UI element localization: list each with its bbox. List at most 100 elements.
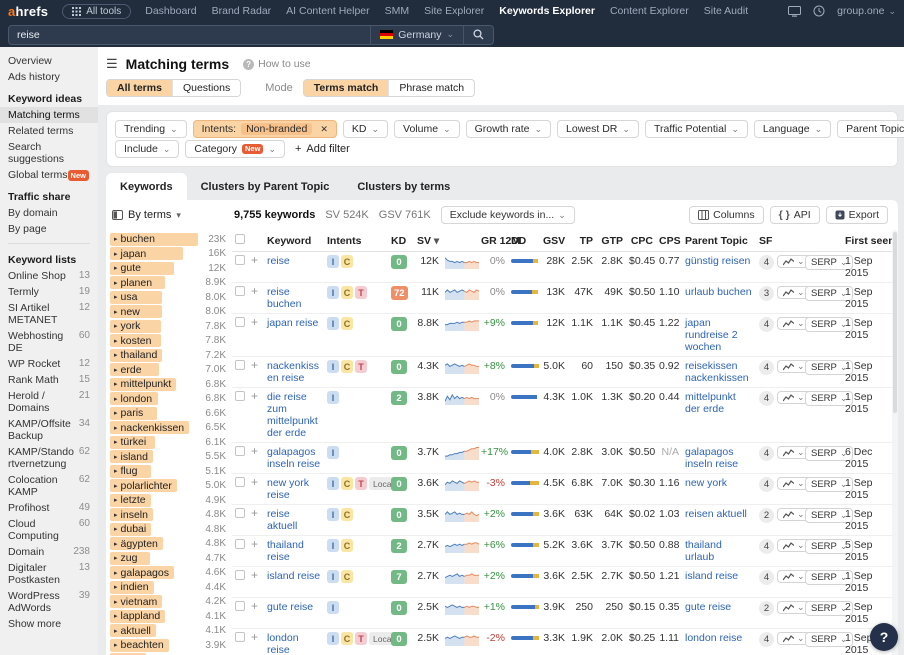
expand-row-icon[interactable]: + <box>251 475 258 489</box>
filter-chip-trending[interactable]: Trending⌄ <box>115 120 187 138</box>
expand-row-icon[interactable]: + <box>251 389 258 403</box>
sidebar-item-overview[interactable]: Overview <box>0 53 98 69</box>
row-checkbox[interactable] <box>235 601 245 611</box>
facet-term-row[interactable]: ▸dubai4.8K <box>110 522 228 537</box>
sidebar-item-webhosting-de[interactable]: Webhosting DE60 <box>0 328 98 356</box>
facet-term-row[interactable]: ▸mittelpunkt6.8K <box>110 377 228 392</box>
col-gtp[interactable]: GTP <box>596 230 626 252</box>
row-checkbox[interactable] <box>235 477 245 487</box>
sidebar-item-termly[interactable]: Termly19 <box>0 284 98 300</box>
exclude-keywords-dropdown[interactable]: Exclude keywords in... ⌄ <box>441 206 575 224</box>
sidebar-item-profihost[interactable]: Profihost49 <box>0 500 98 516</box>
nav-item-site-audit[interactable]: Site Audit <box>704 5 748 17</box>
expand-row-icon[interactable]: + <box>251 444 258 458</box>
nav-item-site-explorer[interactable]: Site Explorer <box>424 5 484 17</box>
row-checkbox[interactable] <box>235 539 245 549</box>
ahrefs-logo[interactable]: ahrefs <box>8 4 48 19</box>
parent-topic-link[interactable]: galapagos inseln reise <box>685 446 738 470</box>
hamburger-menu-icon[interactable]: ☰ <box>106 56 118 72</box>
parent-topic-link[interactable]: reisekissen nackenkissen <box>685 360 749 384</box>
nav-item-dashboard[interactable]: Dashboard <box>145 5 196 17</box>
col-sf[interactable]: SF <box>756 230 774 252</box>
sidebar-item-si-artikel-metanet[interactable]: SI Artikel METANET12 <box>0 300 98 328</box>
mode-tab-terms-match[interactable]: Terms match <box>304 80 390 96</box>
nav-item-keywords-explorer[interactable]: Keywords Explorer <box>499 5 595 17</box>
keyword-link[interactable]: galapagos inseln reise <box>267 446 320 470</box>
result-tab-keywords[interactable]: Keywords <box>106 173 187 200</box>
col-kd[interactable]: KD <box>388 230 414 252</box>
parent-topic-link[interactable]: london reise <box>685 632 742 644</box>
sidebar-item-rank-math[interactable]: Rank Math15 <box>0 372 98 388</box>
expand-row-icon[interactable]: + <box>251 537 258 551</box>
help-fab-button[interactable]: ? <box>870 623 898 651</box>
sidebar-item-online-shop[interactable]: Online Shop13 <box>0 268 98 284</box>
keyword-link[interactable]: die reise zum mittelpunkt der erde <box>267 391 318 439</box>
facet-term-row[interactable]: ▸inseln4.8K <box>110 508 228 523</box>
nav-item-ai-content-helper[interactable]: AI Content Helper <box>286 5 369 17</box>
facet-term-row[interactable]: ▸buchen23K <box>110 232 228 247</box>
facet-term-row[interactable]: ▸planen8.9K <box>110 276 228 291</box>
parent-topic-link[interactable]: gute reise <box>685 601 731 613</box>
expand-row-icon[interactable]: + <box>251 630 258 644</box>
facet-term-row[interactable]: ▸gute12K <box>110 261 228 276</box>
facet-term-row[interactable]: ▸flug5.1K <box>110 464 228 479</box>
close-icon[interactable]: ✕ <box>317 124 328 135</box>
mode-tab-phrase-match[interactable]: Phrase match <box>389 80 474 96</box>
sidebar-item-ads-history[interactable]: Ads history <box>0 69 98 85</box>
facet-term-row[interactable]: ▸island5.5K <box>110 450 228 465</box>
sidebar-item-domain[interactable]: Domain238 <box>0 544 98 560</box>
keyword-link[interactable]: new york reise <box>267 477 309 501</box>
nav-item-smm[interactable]: SMM <box>385 5 410 17</box>
nav-item-content-explorer[interactable]: Content Explorer <box>610 5 689 17</box>
row-checkbox[interactable] <box>235 317 245 327</box>
facet-term-row[interactable]: ▸zug4.7K <box>110 551 228 566</box>
nav-item-brand-radar[interactable]: Brand Radar <box>212 5 272 17</box>
usage-clock-icon[interactable] <box>813 5 825 17</box>
keyword-link[interactable]: reise buchen <box>267 286 301 310</box>
filter-chip-parent-topic[interactable]: Parent Topic⌄ <box>837 120 904 138</box>
col-sv[interactable]: SV ▾ <box>414 230 442 252</box>
facet-term-row[interactable]: ▸paris6.6K <box>110 406 228 421</box>
filter-chip-lowest-dr[interactable]: Lowest DR⌄ <box>557 120 639 138</box>
facet-term-row[interactable]: ▸indien4.4K <box>110 580 228 595</box>
api-button[interactable]: { } API <box>770 206 820 224</box>
facet-term-row[interactable]: ▸york7.8K <box>110 319 228 334</box>
tab-questions[interactable]: Questions <box>173 80 240 96</box>
facet-term-row[interactable]: ▸ägypten4.8K <box>110 537 228 552</box>
col-gr-12m[interactable]: GR 12M <box>478 230 508 252</box>
vertical-scrollbar[interactable] <box>892 230 898 655</box>
keyword-link[interactable]: reise aktuell <box>267 508 297 532</box>
col-parent-topic[interactable]: Parent Topic <box>682 230 756 252</box>
facet-term-row[interactable]: ▸london6.8K <box>110 392 228 407</box>
facet-term-row[interactable]: ▸lappland4.1K <box>110 609 228 624</box>
facet-term-row[interactable]: ▸galapagos4.6K <box>110 566 228 581</box>
facet-term-row[interactable]: ▸aktuell4.1K <box>110 624 228 639</box>
account-menu[interactable]: group.one ⌄ <box>837 5 896 17</box>
facet-term-row[interactable]: ▸thailand7.2K <box>110 348 228 363</box>
sidebar-item-cloud-computing[interactable]: Cloud Computing60 <box>0 516 98 544</box>
col-intents[interactable]: Intents <box>324 230 388 252</box>
sidebar-item-by-domain[interactable]: By domain <box>0 205 98 221</box>
keyword-link[interactable]: gute reise <box>267 601 313 613</box>
expand-row-icon[interactable]: + <box>251 358 258 372</box>
facet-term-row[interactable]: ▸japan16K <box>110 247 228 262</box>
keyword-link[interactable]: japan reise <box>267 317 318 329</box>
sidebar-item-search-suggestions[interactable]: Search suggestions <box>0 139 98 167</box>
expand-row-icon[interactable]: + <box>251 315 258 329</box>
parent-topic-link[interactable]: island reise <box>685 570 738 582</box>
parent-topic-link[interactable]: günstig reisen <box>685 255 750 267</box>
row-checkbox[interactable] <box>235 570 245 580</box>
sidebar-item-show-more[interactable]: Show more <box>0 616 98 632</box>
parent-topic-link[interactable]: thailand urlaub <box>685 539 722 563</box>
how-to-use-link[interactable]: ? How to use <box>243 58 311 70</box>
filter-chip-include[interactable]: Include⌄ <box>115 140 179 158</box>
group-by-terms-dropdown[interactable]: By terms ▾ <box>112 209 234 221</box>
expand-row-icon[interactable]: + <box>251 506 258 520</box>
result-tab-clusters-by-terms[interactable]: Clusters by terms <box>343 173 464 200</box>
sidebar-item-colocation-kamp[interactable]: Colocation KAMP62 <box>0 472 98 500</box>
col-cpc[interactable]: CPC <box>626 230 656 252</box>
sidebar-item-by-page[interactable]: By page <box>0 221 98 237</box>
facet-term-row[interactable]: ▸kosten7.8K <box>110 334 228 349</box>
col-keyword[interactable]: Keyword <box>264 230 324 252</box>
facet-term-row[interactable]: ▸usa8.0K <box>110 290 228 305</box>
